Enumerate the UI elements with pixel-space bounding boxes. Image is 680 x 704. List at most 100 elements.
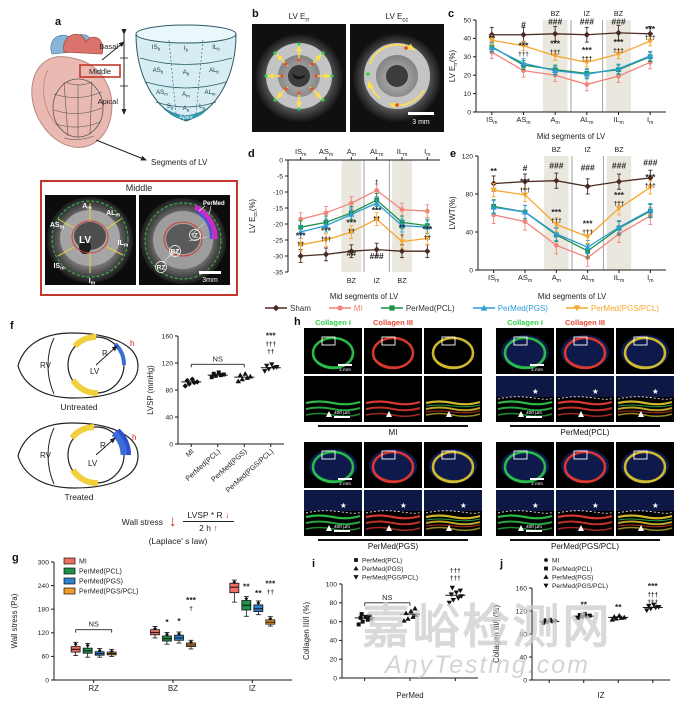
svg-text:3 mm: 3 mm [531, 481, 543, 487]
svg-text:240: 240 [38, 583, 50, 590]
svg-text:120: 120 [462, 153, 474, 160]
svg-text:★: ★ [460, 501, 467, 510]
svg-text:†††: ††† [613, 47, 624, 54]
svg-text:160: 160 [516, 585, 528, 592]
series-PerMed(PGS/PCL) [297, 212, 431, 252]
svg-text:###: ### [580, 17, 594, 27]
svg-text:100: 100 [326, 581, 338, 588]
radius-label: R [102, 349, 108, 358]
svg-text:80: 80 [329, 600, 337, 607]
svg-text:Am: Am [551, 115, 560, 126]
svg-text:MI: MI [552, 558, 559, 565]
h-PerMed(PGS/PCL)-c3-zoom: ★ [556, 490, 614, 536]
svg-text:0: 0 [333, 675, 337, 682]
svg-text:**: ** [399, 222, 406, 232]
svg-text:80: 80 [165, 387, 173, 394]
h-PerMed(PGS)-c1-section: 3 mm [304, 442, 362, 488]
svg-text:ASm: ASm [50, 222, 65, 231]
h-MI-c3-section [364, 328, 422, 374]
svg-text:-25: -25 [273, 237, 283, 244]
series-PerMed(PGS) [490, 200, 654, 255]
svg-text:†††: ††† [647, 592, 658, 599]
h-PerMed(PGS/PCL)-c3-section [556, 442, 614, 488]
svg-text:40: 40 [165, 414, 173, 421]
svg-text:PerMed: PerMed [396, 691, 423, 700]
svg-text:PerMed(PGS): PerMed(PGS) [79, 579, 123, 586]
svg-text:PerMed(PGS/PCL): PerMed(PGS/PCL) [362, 575, 418, 582]
svg-text:★: ★ [592, 387, 599, 396]
svg-text:50: 50 [463, 17, 471, 24]
svg-text:**: ** [489, 33, 496, 43]
svg-text:Am: Am [182, 92, 190, 99]
svg-text:★: ★ [400, 501, 407, 510]
legend-item-MI: MI [328, 303, 363, 313]
svg-text:ILb: ILb [212, 45, 220, 52]
treated-caption: Treated [64, 492, 94, 502]
svg-text:40: 40 [463, 36, 471, 43]
svg-text:ALm: ALm [370, 147, 383, 158]
h-PerMed(PGS/PCL)-c1-zoom: ★ 400 µm [496, 490, 554, 536]
panel-i: 0 20 40 60 80 100 Collagen III/I (%) PerMed PerM… [300, 554, 488, 704]
svg-text:★: ★ [592, 501, 599, 510]
segments-caption: Segments of LV [151, 158, 208, 167]
panel-label-a: a [55, 16, 62, 28]
svg-text:-10: -10 [273, 189, 283, 196]
svg-text:ALb: ALb [209, 68, 219, 75]
h-col-title: Collagen I [507, 318, 543, 327]
svg-text:BZ: BZ [552, 145, 562, 154]
svg-text:RZ: RZ [88, 684, 99, 693]
svg-text:###: ### [643, 158, 657, 168]
svg-text:ISm: ISm [486, 115, 497, 126]
svg-text:-15: -15 [273, 205, 283, 212]
svg-text:MI: MI [79, 559, 87, 566]
svg-text:†††: ††† [551, 217, 562, 224]
svg-text:160: 160 [162, 333, 174, 340]
svg-text:†: † [400, 233, 404, 240]
svg-text:PerMed(PCL): PerMed(PCL) [362, 558, 402, 565]
svg-text:3 mm: 3 mm [339, 481, 351, 487]
svg-text:***: *** [645, 24, 656, 34]
svg-text:**: ** [243, 582, 250, 592]
svg-text:†††: ††† [321, 236, 332, 243]
svg-text:#: # [521, 19, 526, 29]
svg-text:IZ: IZ [584, 145, 591, 154]
arrow-to-caption [95, 139, 147, 161]
formula-fraction: LVSP * R ↓ 2 h ↑ [182, 510, 235, 533]
thickness-label: h [132, 433, 136, 442]
svg-text:120: 120 [162, 360, 174, 367]
svg-text:120: 120 [516, 608, 528, 615]
svg-text:†††: ††† [645, 34, 656, 41]
svg-text:Im: Im [647, 115, 653, 126]
h-MI-c1-section: 3 mm [304, 328, 362, 374]
svg-text:Am: Am [347, 147, 356, 158]
svg-text:-5: -5 [277, 173, 283, 180]
svg-text:†††: ††† [647, 599, 658, 606]
lv-segment-cone: ISb Ib ILb ASb Ab ALb ASm Am ALm Sa Aa L… [135, 24, 237, 122]
svg-text:ISm: ISm [53, 263, 65, 272]
laplace-formula: Wall stress ↓ LVSP * R ↓ 2 h ↑ [68, 510, 288, 533]
svg-text:0: 0 [467, 109, 471, 116]
svg-text:***: *** [372, 205, 383, 215]
lv-ecc-image: 3 mm [350, 24, 444, 132]
lv-label: LV [79, 235, 91, 246]
svg-text:***: *** [645, 172, 656, 182]
svg-text:400 µm: 400 µm [334, 524, 350, 530]
svg-text:Ab: Ab [183, 70, 190, 77]
chart-collagen-permed: 0 20 40 60 80 100 Collagen III/I (%) PerMed PerM… [302, 558, 478, 700]
heart-illustration [31, 33, 113, 148]
laplace-law-caption: (Laplace' s law) [148, 536, 208, 546]
svg-text:3 mm: 3 mm [531, 367, 543, 373]
svg-text:400 µm: 400 µm [334, 410, 350, 416]
svg-text:††: †† [267, 589, 275, 596]
svg-text:††: †† [267, 349, 275, 356]
svg-text:400 µm: 400 µm [526, 410, 542, 416]
panel-label-b: b [252, 8, 259, 20]
svg-text:3 mm: 3 mm [339, 367, 351, 373]
svg-text:Ib: Ib [184, 46, 189, 53]
svg-text:***: *** [266, 331, 277, 341]
svg-text:PerMed(PGS/PCL): PerMed(PGS/PCL) [79, 589, 139, 596]
svg-text:40: 40 [329, 638, 337, 645]
h-PerMed(PGS/PCL)-c1-section: 3 mm [496, 442, 554, 488]
mri-box-title: Middle [125, 183, 153, 193]
